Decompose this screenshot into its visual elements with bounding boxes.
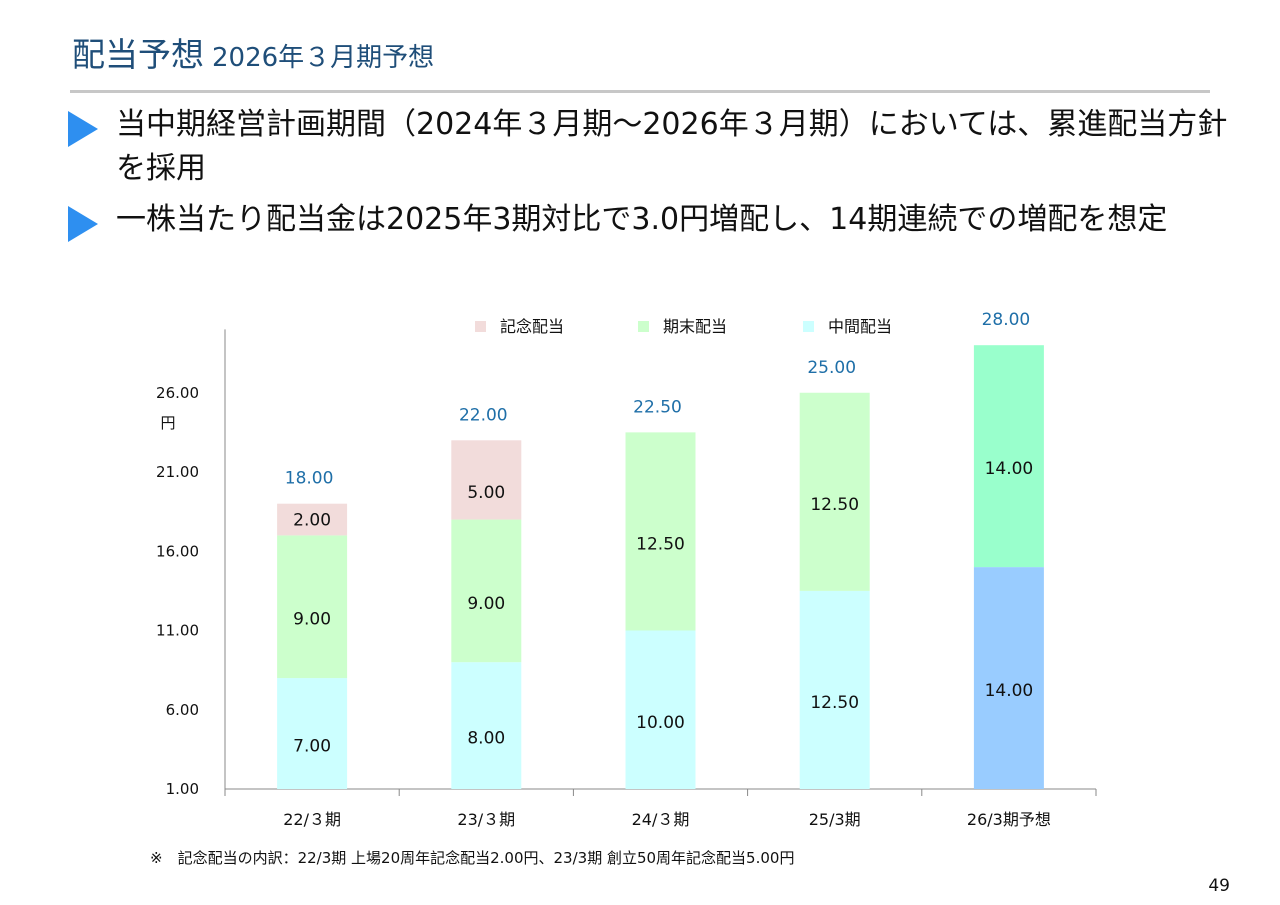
total-value-label: 18.00 [285,469,334,489]
bar-segment [277,678,348,789]
total-value-label: 22.00 [459,405,508,425]
y-tick-label: 26.00 [156,384,199,402]
total-value-label: 22.50 [633,397,682,417]
bar-segment [799,590,870,789]
segment-value-label: 9.00 [467,594,505,614]
segment-value-label: 12.50 [636,534,685,554]
bar-segment [799,392,870,591]
segment-value-label: 14.00 [985,459,1034,479]
bar-segment [277,503,348,536]
footnote: ※ 記念配当の内訳：22/3期 上場20周年記念配当2.00円、23/3期 創立… [150,849,795,867]
total-value-label: 25.00 [807,358,856,378]
y-tick-label: 16.00 [156,542,199,560]
legend-label: 期末配当 [663,317,727,336]
y-axis-unit: 円 [160,414,175,432]
segment-value-label: 7.00 [293,737,331,757]
segment-value-label: 2.00 [293,511,331,531]
bar-segment [973,567,1044,789]
title-divider [70,90,1210,93]
bar-segment [451,440,522,520]
bar-segment [625,432,696,631]
segment-value-label: 12.50 [810,495,859,515]
bullet-triangle-icon [68,111,98,147]
x-tick-label: 23/３期 [457,810,515,829]
x-tick-label: 24/３期 [632,810,690,829]
y-tick-label: 6.00 [166,701,199,719]
segment-value-label: 5.00 [467,483,505,503]
bar-segment [451,662,522,789]
legend-label: 記念配当 [500,317,564,336]
y-tick-label: 11.00 [156,622,199,640]
segment-value-label: 8.00 [467,729,505,749]
segment-value-label: 14.00 [985,681,1034,701]
bar-segment [451,519,522,663]
total-value-label: 28.00 [982,310,1031,330]
segment-value-label: 10.00 [636,713,685,733]
legend-swatch [638,321,649,332]
bullet-2-text: 一株当たり配当金は2025年3期対比で3.0円増配し、14期連続での増配を想定 [116,202,1168,237]
x-tick-label: 22/３期 [283,810,341,829]
bullet-1-text: 当中期経営計画期間（2024年３月期～2026年３月期）においては、累進配当方針… [116,107,1228,186]
title-main: 配当予想 [72,35,204,74]
bar-segment [625,630,696,789]
page-title: 配当予想 2026年３月期予想 [72,28,434,76]
y-tick-label: 1.00 [166,780,199,798]
x-tick-label: 26/3期予想 [967,810,1051,829]
y-tick-label: 21.00 [156,463,199,481]
bullet-triangle-icon [68,206,98,242]
title-sub: 2026年３月期予想 [212,43,435,73]
x-tick-label: 25/3期 [809,810,861,829]
segment-value-label: 9.00 [293,610,331,630]
legend-swatch [475,321,486,332]
bar-segment [277,535,348,679]
bullet-2: 一株当たり配当金は2025年3期対比で3.0円増配し、14期連続での増配を想定 [68,198,1228,242]
page-number: 49 [1208,876,1230,896]
legend-swatch [803,321,814,332]
legend-label: 中間配当 [828,317,892,336]
bar-segment [973,345,1044,568]
bullet-1: 当中期経営計画期間（2024年３月期～2026年３月期）においては、累進配当方針… [68,103,1228,191]
segment-value-label: 12.50 [810,693,859,713]
